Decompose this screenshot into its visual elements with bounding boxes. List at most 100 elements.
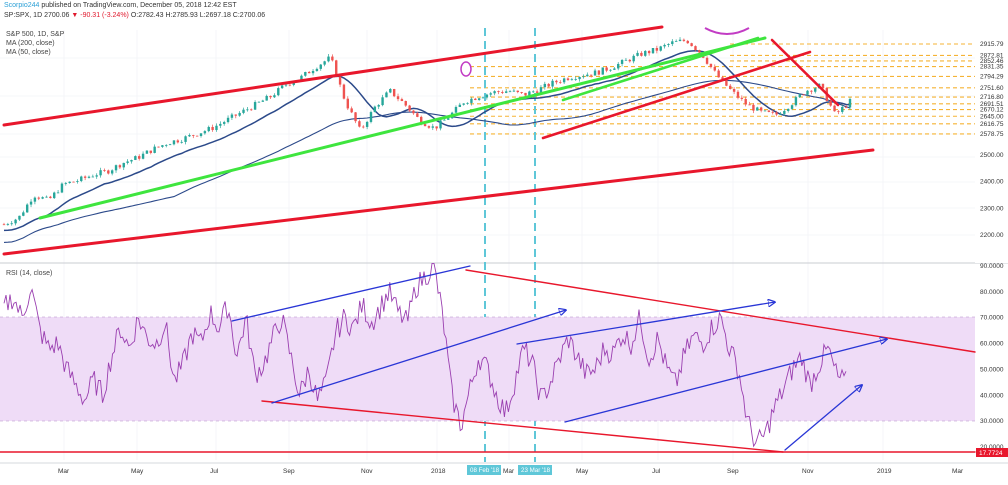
candle-body (512, 90, 516, 92)
candle-body (207, 126, 210, 132)
candle-body (586, 74, 589, 77)
rsi-axis[interactable] (975, 264, 1008, 464)
legend-ma50[interactable]: MA (50, close) (6, 49, 51, 56)
candle-body (400, 99, 404, 102)
candle-body (725, 79, 728, 86)
candle-body (458, 104, 462, 107)
candle-body (582, 76, 585, 78)
candle-body (110, 170, 114, 174)
candle-body (524, 92, 527, 96)
candle-body (539, 87, 543, 93)
candle-body (242, 109, 245, 113)
candle-body (470, 98, 473, 103)
candle-body (246, 109, 249, 111)
candle-body (6, 224, 10, 225)
rsi-axis-tick: 80.0000 (980, 289, 1004, 296)
candle-body (516, 90, 519, 93)
candle-body (56, 192, 60, 194)
candle-body (841, 106, 844, 112)
date-marker-box-feb (467, 465, 501, 475)
candle-body (45, 196, 48, 198)
candle-body (192, 135, 195, 136)
candle-body (775, 112, 778, 115)
price-axis-tick: 2200.00 (980, 232, 1004, 239)
green-channel-long (38, 36, 767, 220)
candle-body (107, 170, 110, 174)
candle-body (195, 135, 199, 137)
candle-body (814, 88, 817, 92)
candle-body (756, 107, 759, 111)
price-axis-tick: 2915.79 (980, 41, 1004, 48)
candle-body (474, 98, 477, 100)
candle-body (37, 197, 40, 199)
candle-body (821, 83, 825, 89)
author-link[interactable]: Scorpio244 (4, 2, 40, 9)
candle-body (651, 48, 655, 54)
candle-body (559, 82, 562, 84)
candle-body (624, 59, 628, 61)
candle-body (64, 183, 68, 184)
candle-body (682, 39, 686, 41)
candle-body (690, 43, 693, 47)
symbol-line: SP:SPX, 1D 2700.06 ▼ -90.31 (-3.24%) O:2… (4, 12, 265, 19)
candle-body (636, 52, 639, 56)
price-axis[interactable] (975, 28, 1008, 263)
candle-body (667, 44, 670, 45)
candle-body (41, 197, 44, 199)
time-axis-tick: Sep (283, 468, 295, 475)
candle-body (219, 123, 222, 126)
candle-body (848, 99, 852, 108)
candle-body (617, 63, 620, 69)
candle-body (222, 122, 226, 124)
candle-body (837, 111, 840, 113)
candle-body (532, 91, 535, 93)
candle-body (134, 156, 137, 160)
candle-body (288, 84, 292, 86)
legend-ma200[interactable]: MA (200, close) (6, 40, 55, 47)
red-channel-top (2, 25, 664, 127)
rsi-title[interactable]: RSI (14, close) (6, 270, 53, 277)
candle-body (280, 85, 284, 89)
legend-title[interactable]: S&P 500, 1D, S&P (6, 31, 65, 38)
candle-body (481, 97, 485, 99)
candle-body (578, 76, 581, 80)
date-marker-feb: 08 Feb '18 (470, 467, 500, 474)
candle-body (844, 106, 848, 108)
time-axis-tick: 2018 (431, 468, 446, 475)
candle-body (215, 125, 218, 131)
candle-body (29, 201, 33, 205)
candle-body (18, 215, 21, 220)
candle-body (736, 91, 740, 98)
price-axis-tick: 2751.60 (980, 85, 1004, 92)
candle-body (346, 98, 350, 109)
candle-body (528, 91, 531, 96)
candle-body (427, 126, 431, 128)
candle-body (323, 61, 326, 65)
candle-body (829, 100, 832, 106)
candle-body (307, 71, 311, 74)
candle-body (759, 107, 763, 111)
candle-body (87, 176, 91, 178)
candle-body (273, 95, 276, 98)
price-axis-tick: 2716.80 (980, 94, 1004, 101)
candle-body (33, 197, 37, 202)
candle-body (543, 83, 547, 88)
candle-body (377, 105, 380, 107)
candle-body (319, 64, 322, 69)
candle-body (315, 68, 319, 71)
candle-body (601, 67, 604, 75)
candle-body (497, 91, 500, 93)
price-axis-tick: 2645.00 (980, 113, 1004, 120)
candle-body (709, 63, 713, 67)
candle-body (180, 141, 183, 143)
rsi-axis-tick: 20.0000 (980, 444, 1004, 451)
rsi-trendlines (0, 265, 976, 453)
candle-body (810, 90, 813, 92)
candle-body (203, 131, 207, 134)
candle-body (454, 106, 458, 113)
candle-body (226, 117, 230, 123)
rsi-blue-3 (516, 302, 775, 345)
price-axis-tick: 2400.00 (980, 179, 1004, 186)
